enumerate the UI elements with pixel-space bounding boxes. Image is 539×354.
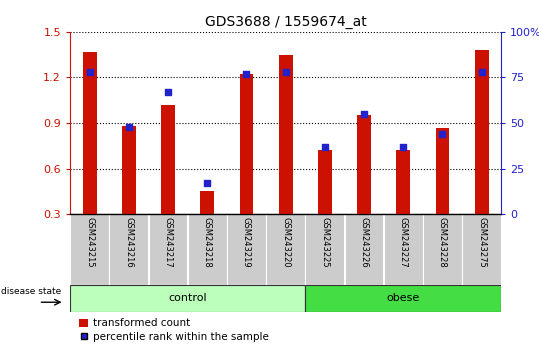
Text: disease state: disease state (2, 287, 61, 296)
Text: GSM243227: GSM243227 (399, 217, 408, 268)
Bar (344, 214, 383, 285)
Point (203, 180, 212, 186)
Bar (109, 214, 148, 285)
Bar (423, 214, 462, 285)
Bar (306, 214, 344, 285)
Bar (396, 150, 410, 214)
Text: control: control (168, 293, 207, 303)
Title: GDS3688 / 1559674_at: GDS3688 / 1559674_at (205, 16, 367, 29)
Bar (83, 52, 96, 214)
Bar (462, 214, 501, 285)
Point (242, 71, 251, 76)
Point (321, 144, 329, 149)
Bar (305, 285, 501, 312)
Bar (122, 126, 136, 214)
Bar (475, 50, 488, 214)
Text: GSM243218: GSM243218 (203, 217, 212, 268)
Point (281, 69, 290, 75)
Point (125, 124, 133, 130)
Point (360, 111, 368, 117)
Text: obese: obese (386, 293, 420, 303)
Bar (318, 150, 331, 214)
Bar (227, 214, 266, 285)
Legend: transformed count, percentile rank within the sample: transformed count, percentile rank withi… (75, 314, 273, 346)
Bar (436, 127, 450, 214)
Bar (149, 214, 188, 285)
Text: GSM243215: GSM243215 (85, 217, 94, 268)
Point (85, 69, 94, 75)
Text: GSM243226: GSM243226 (360, 217, 369, 268)
Bar (70, 285, 305, 312)
Bar (384, 214, 423, 285)
Bar (279, 55, 293, 214)
Text: GSM243219: GSM243219 (242, 217, 251, 268)
Point (438, 131, 447, 137)
Bar (201, 192, 214, 214)
Text: GSM243228: GSM243228 (438, 217, 447, 268)
Bar (161, 105, 175, 214)
Text: GSM243216: GSM243216 (125, 217, 133, 268)
Bar (357, 115, 371, 214)
Text: GSM243217: GSM243217 (163, 217, 172, 268)
Bar (240, 74, 253, 214)
Bar (266, 214, 305, 285)
Bar (70, 214, 109, 285)
Text: GSM243220: GSM243220 (281, 217, 290, 268)
Point (399, 144, 407, 149)
Bar (188, 214, 227, 285)
Point (478, 69, 486, 75)
Text: GSM243275: GSM243275 (477, 217, 486, 268)
Text: GSM243225: GSM243225 (320, 217, 329, 268)
Point (164, 89, 172, 95)
